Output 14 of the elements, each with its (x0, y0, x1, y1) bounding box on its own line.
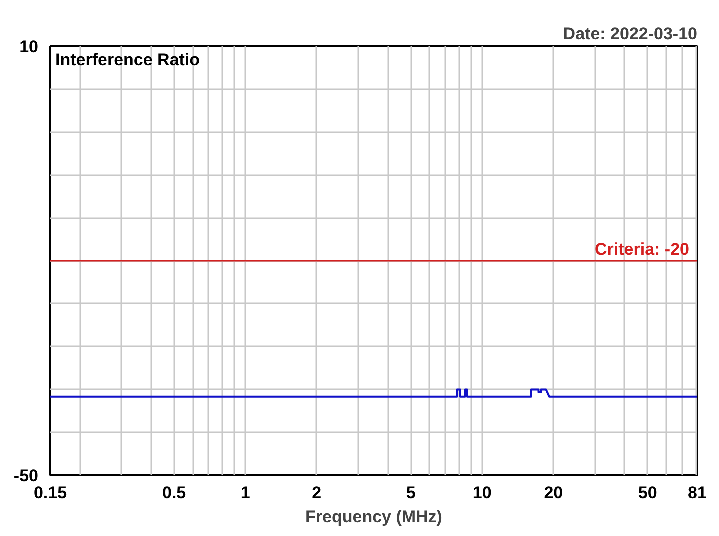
x-tick-label: 10 (472, 484, 492, 502)
ref-line-label: Criteria: -20 (595, 240, 690, 259)
x-tick-label: 0.15 (34, 484, 68, 502)
x-tick-label: 5 (406, 484, 416, 502)
x-tick-label: 1 (240, 484, 250, 502)
chart-title: Interference Ratio (56, 50, 200, 70)
y-tick-label: -50 (14, 466, 39, 486)
x-tick-label: 2 (312, 484, 322, 502)
x-tick-label: 81 (688, 484, 707, 502)
x-tick-label: 20 (544, 484, 564, 502)
x-tick-label: 50 (638, 484, 658, 502)
x-tick-label: 0.5 (162, 484, 186, 502)
x-axis-title: Frequency (MHz) (306, 508, 442, 526)
text: Date: 2022-03-10 (563, 24, 698, 44)
